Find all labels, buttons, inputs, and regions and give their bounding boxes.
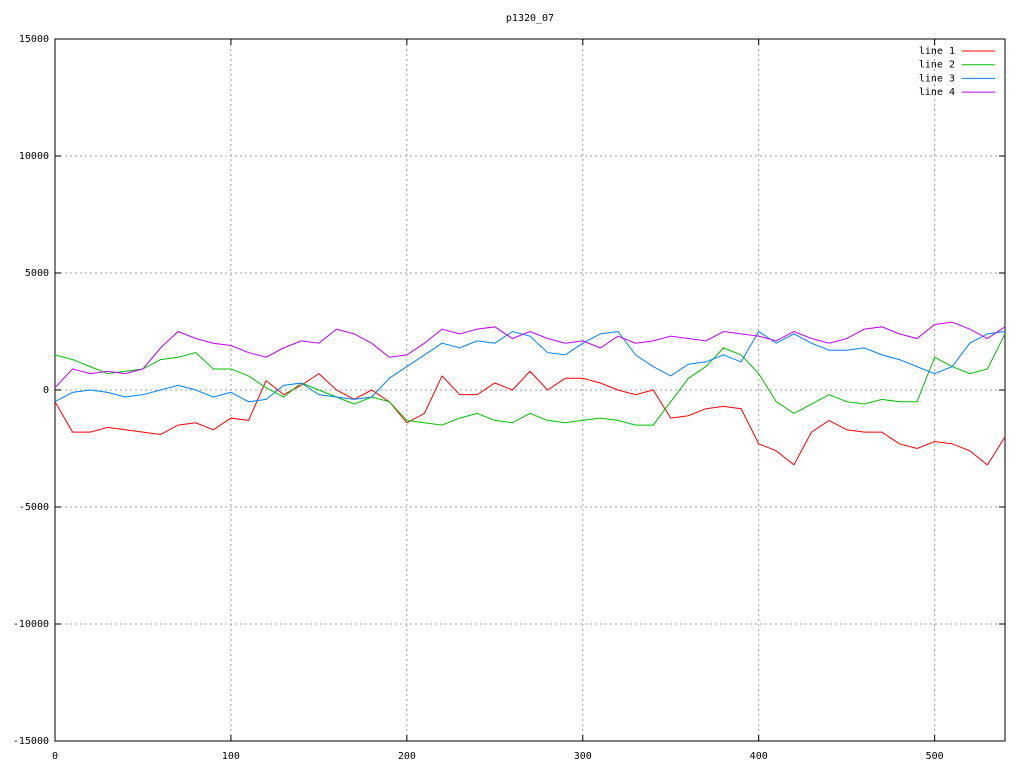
x-tick-label: 100 xyxy=(222,751,240,762)
x-tick-label: 200 xyxy=(398,751,416,762)
data-line xyxy=(54,370,1006,466)
y-tick-label: 5000 xyxy=(25,268,49,279)
y-tick-label: -15000 xyxy=(13,736,49,747)
x-tick-label: 300 xyxy=(574,751,592,762)
x-tick-label: 0 xyxy=(52,751,58,762)
chart-title: p1320_07 xyxy=(506,13,554,24)
legend-label: line 3 xyxy=(919,73,955,84)
plot-frame xyxy=(54,38,1006,742)
data-line xyxy=(54,333,1006,426)
y-tick-label: -5000 xyxy=(19,502,49,513)
legend-label: line 1 xyxy=(919,46,955,57)
y-tick-label: 0 xyxy=(43,385,49,396)
legend-label: line 2 xyxy=(919,60,955,71)
x-tick-label: 400 xyxy=(750,751,768,762)
y-tick-label: 15000 xyxy=(19,34,49,45)
legend-label: line 4 xyxy=(919,87,955,98)
x-tick-label: 500 xyxy=(926,751,944,762)
data-line xyxy=(54,330,1006,403)
data-line xyxy=(54,321,1006,389)
y-tick-label: 10000 xyxy=(19,151,49,162)
y-tick-label: -10000 xyxy=(13,619,49,630)
